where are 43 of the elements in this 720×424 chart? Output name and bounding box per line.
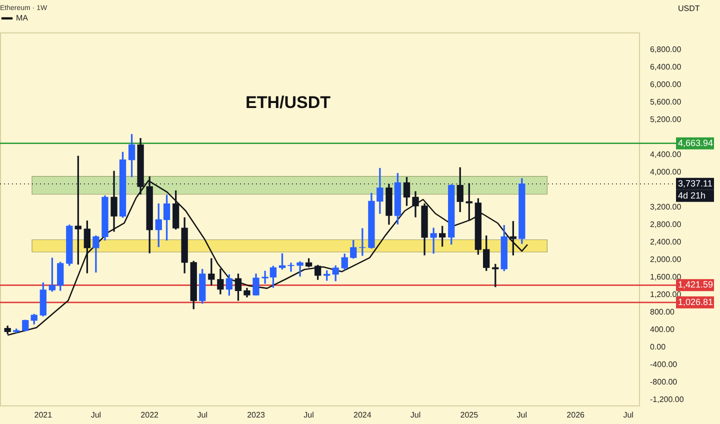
ref-line-label: 1,026.81 <box>678 296 714 307</box>
y-tick-label: 1,600.00 <box>650 272 682 282</box>
y-tick-label: 5,200.00 <box>650 115 682 124</box>
y-tick-label: 2,800.00 <box>650 220 682 230</box>
x-tick-label: 2021 <box>34 410 53 420</box>
x-tick-label: Jul <box>304 410 314 420</box>
x-tick-label: 2023 <box>247 410 266 420</box>
y-tick-label: 6,400.00 <box>650 62 682 72</box>
ref-line-label: 1,421.59 <box>678 280 714 290</box>
y-tick-label: 6,000.00 <box>650 80 682 90</box>
candlestick <box>288 262 294 272</box>
y-tick-label: -400.00 <box>650 360 678 370</box>
x-tick-label: Jul <box>410 410 421 420</box>
legend-label: MA <box>16 14 29 23</box>
text: ETH/USDT <box>246 92 332 112</box>
x-tick-label: Jul <box>623 410 634 420</box>
candlestick <box>430 228 437 254</box>
x-tick-label: Jul <box>90 410 102 420</box>
y-axis-title: USDT <box>678 4 700 14</box>
y-tick-label: 0.00 <box>650 342 666 352</box>
candlestick <box>296 261 304 277</box>
candlestick <box>359 228 366 256</box>
ref-line-label: 4,663.94 <box>678 138 714 148</box>
y-tick-label: 5,600.00 <box>650 98 682 107</box>
ref-line-label: 3,737.11 <box>678 178 712 188</box>
y-tick-label: -800.00 <box>650 378 678 387</box>
text: 4d 21h <box>678 190 706 200</box>
y-tick-label: 800.00 <box>650 308 676 317</box>
y-tick-label: 2,400.00 <box>650 238 682 247</box>
x-tick-label: Jul <box>197 410 208 420</box>
x-tick-label: 2024 <box>354 410 372 420</box>
y-tick-label: 1,200.00 <box>650 290 682 300</box>
x-tick-label: Jul <box>516 410 528 420</box>
y-tick-label: -1,200.00 <box>650 395 684 404</box>
x-tick-label: 2025 <box>460 410 479 420</box>
y-tick-label: 2,000.00 <box>650 255 682 264</box>
x-tick-label: 2026 <box>566 410 586 420</box>
y-tick-label: 3,200.00 <box>650 202 682 212</box>
y-tick-label: 400.00 <box>650 325 676 334</box>
y-tick-label: 6,800.00 <box>650 45 682 54</box>
x-tick-label: 2022 <box>140 410 160 420</box>
y-tick-label: 4,000.00 <box>650 168 682 177</box>
y-tick-label: 4,400.00 <box>650 150 682 160</box>
